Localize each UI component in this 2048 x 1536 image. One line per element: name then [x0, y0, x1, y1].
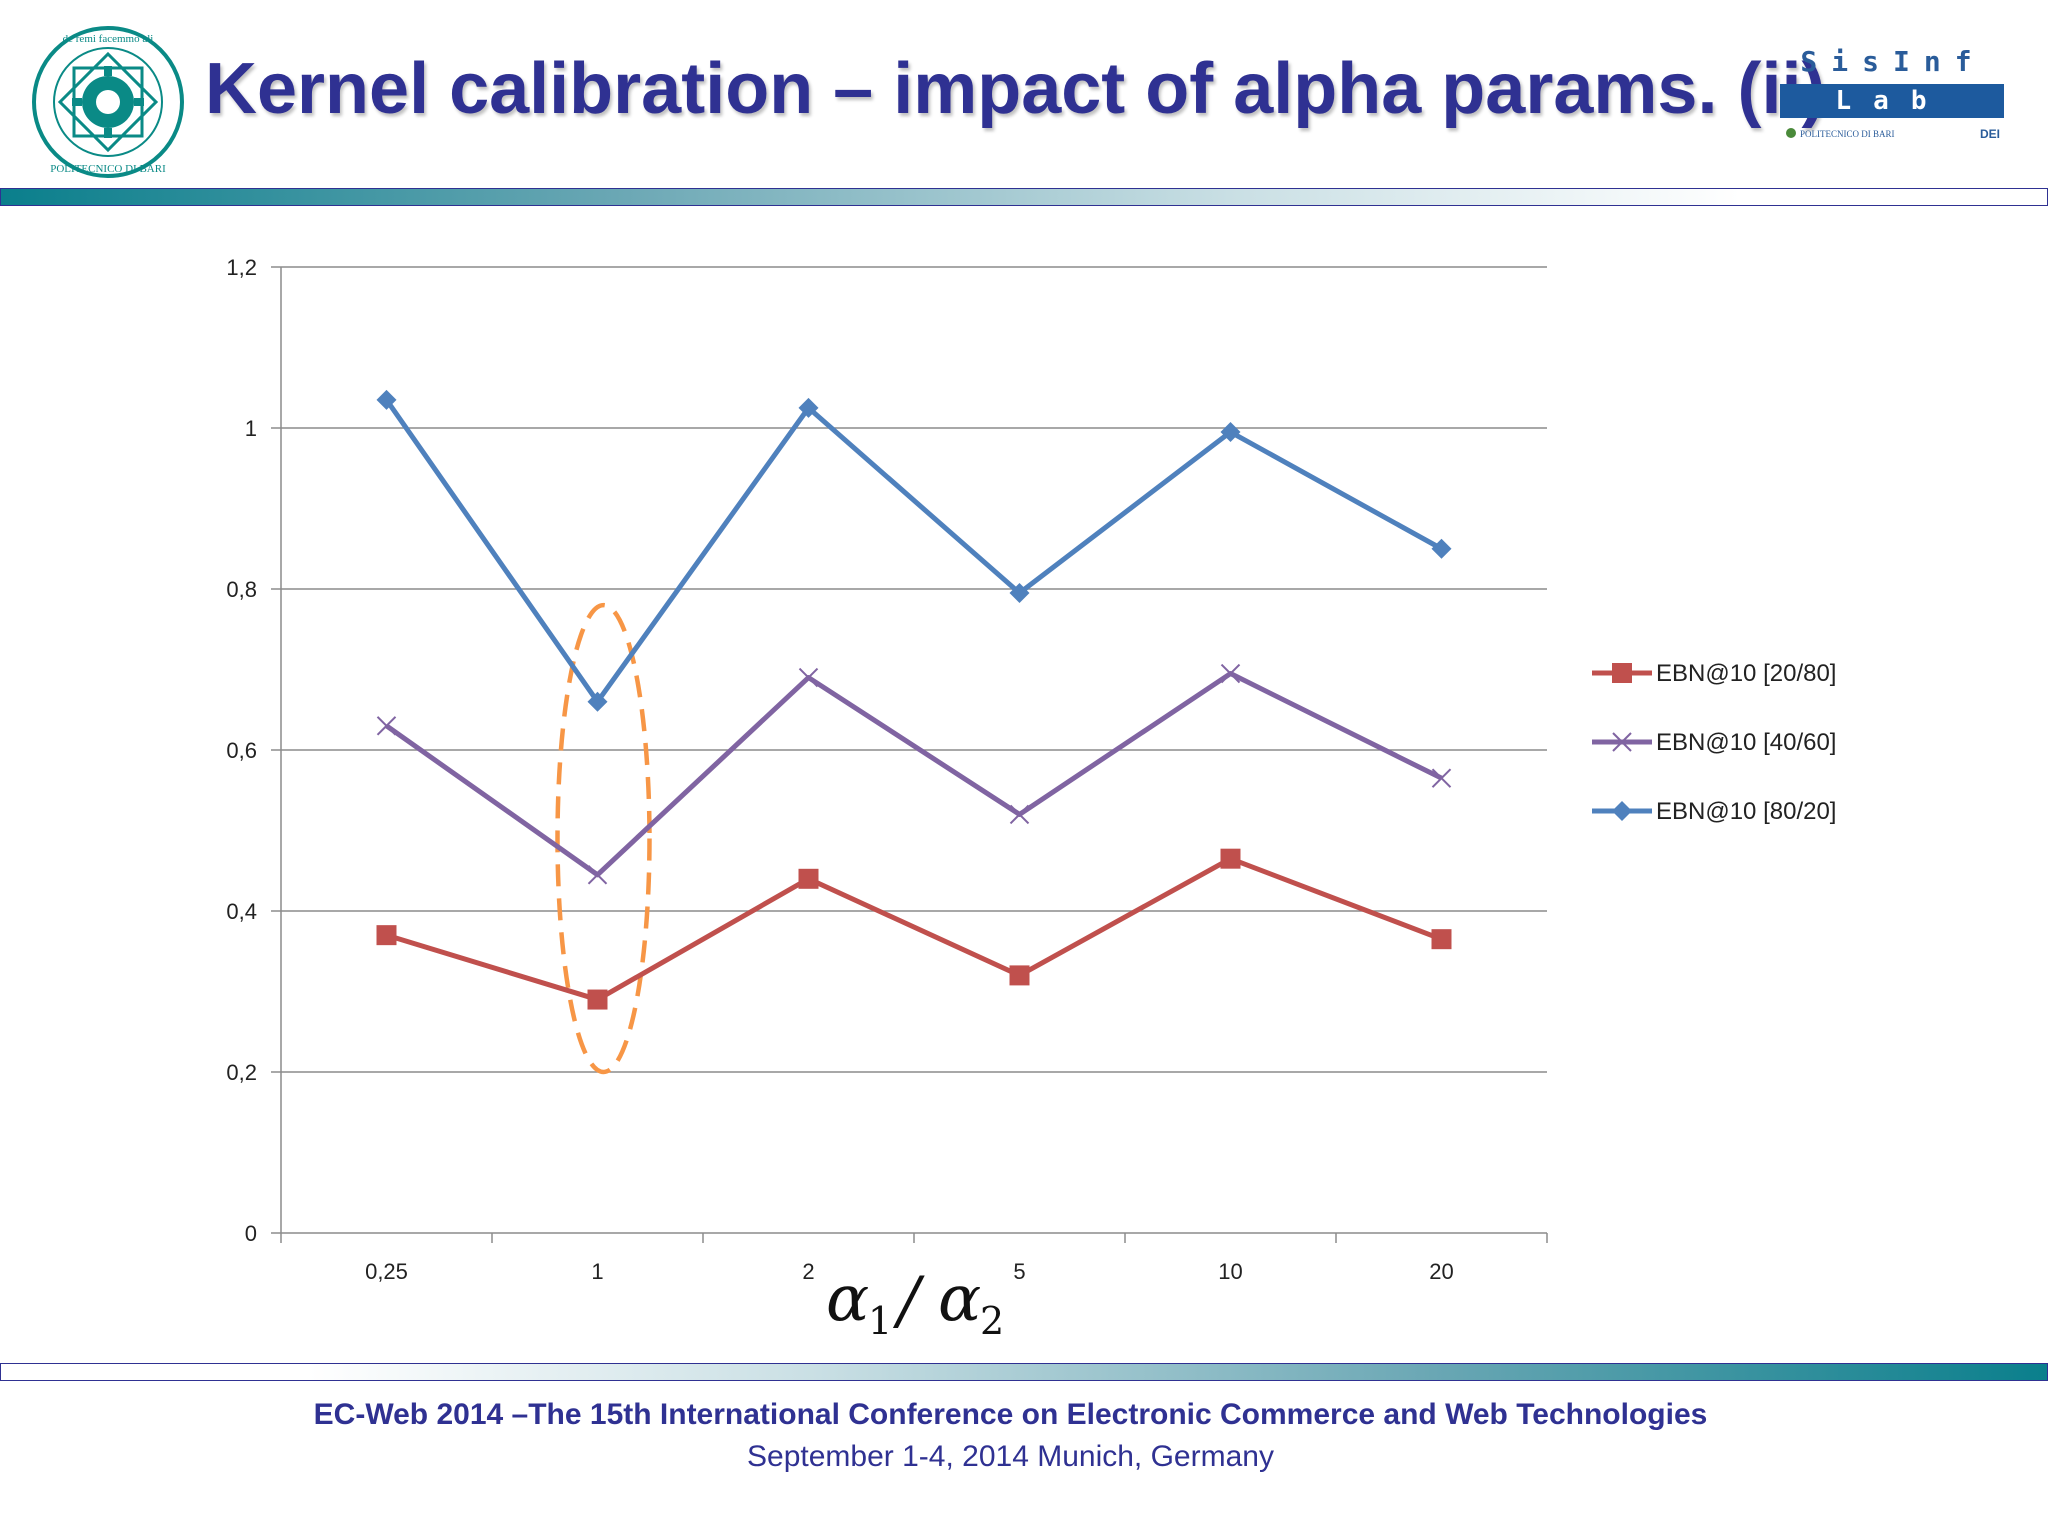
footer-divider: [0, 1363, 2048, 1381]
data-point-diamond: [1220, 422, 1241, 443]
y-tick-label: 0,6: [226, 738, 257, 763]
data-point-diamond: [376, 389, 397, 410]
sisinf-lab-logo: SisInf Lab POLITECNICO DI BARI DEI: [1778, 44, 2008, 148]
seal-bottom-text: POLITECNICO DI BARI: [50, 163, 166, 175]
data-point-x: [798, 667, 819, 688]
seal-top-text: de remi facemmo ali: [63, 33, 154, 45]
series-2: [376, 663, 1452, 885]
y-tick-label: 0: [245, 1221, 257, 1246]
header-divider: [0, 188, 2048, 206]
series-line: [384, 398, 1443, 705]
footer-date-location: September 1-4, 2014 Munich, Germany: [747, 1440, 1274, 1473]
sisinf-logo-subline: POLITECNICO DI BARI DEI: [1786, 127, 2000, 141]
data-point-x-stroke: [1612, 732, 1632, 752]
data-point-square: [1612, 663, 1632, 683]
data-point-x: [587, 865, 608, 885]
x-label-alpha1: α: [826, 1262, 869, 1336]
chart-annotation: [555, 602, 652, 1075]
data-point-diamond: [1612, 801, 1632, 821]
chart-legend: EBN@10 [20/80] EBN@10 [40/60] EBN@10 [80/2…: [1592, 660, 1836, 825]
data-point-x: [1431, 768, 1452, 788]
sisinf-logo-sub-left: POLITECNICO DI BARI: [1800, 129, 1895, 139]
legend-item: EBN@10 [40/60]: [1592, 729, 1836, 756]
x-tick-label: 2: [802, 1259, 814, 1284]
y-tick-label: 0,4: [226, 899, 257, 924]
x-label-sub1: 1: [868, 1299, 892, 1343]
data-point-x: [1009, 804, 1030, 825]
data-point-diamond: [587, 691, 608, 712]
data-point-diamond: [1431, 538, 1452, 559]
data-point-x: [1220, 663, 1241, 684]
x-label-sub2: 2: [980, 1299, 1004, 1343]
y-tick-label: 1,2: [226, 255, 257, 280]
x-tick-label: 10: [1218, 1259, 1242, 1284]
x-tick-label: 0,25: [365, 1259, 408, 1284]
data-point-square: [587, 989, 608, 1010]
legend-label: EBN@10 [20/80]: [1656, 660, 1836, 687]
dei-logo-text: DEI: [1980, 127, 2000, 141]
y-tick-label: 0,8: [226, 577, 257, 602]
sisinf-logo-top: SisInf: [1800, 45, 1986, 78]
x-tick-label: 5: [1013, 1259, 1025, 1284]
data-point-square: [798, 868, 819, 889]
legend-item: EBN@10 [20/80]: [1592, 660, 1836, 687]
series-1: [376, 848, 1452, 1010]
data-point-diamond: [798, 397, 819, 418]
x-tick-label: 20: [1429, 1259, 1453, 1284]
footer-conference: EC-Web 2014 –The 15th International Conf…: [313, 1398, 1708, 1431]
y-tick-label: 1: [245, 416, 257, 441]
legend-item: EBN@10 [80/20]: [1592, 798, 1836, 825]
data-point-x: [1612, 732, 1632, 752]
data-point-square: [1009, 965, 1030, 986]
chart-series: [376, 389, 1452, 1010]
data-point-x-stroke: [376, 716, 397, 736]
legend-label: EBN@10 [80/20]: [1656, 798, 1836, 825]
data-point-x-stroke: [1220, 663, 1241, 684]
data-point-x-stroke: [1009, 804, 1030, 825]
sisinf-logo-bar: Lab: [1780, 84, 2004, 118]
data-point-x-stroke: [587, 865, 608, 885]
data-point-diamond: [1009, 583, 1030, 604]
chart-axes: 0 0,2 0,4 0,6 0,8 1 1,2 0,25 1 2 5 10 20: [226, 255, 1548, 1284]
data-point-square: [1220, 848, 1241, 869]
data-point-square: [1431, 929, 1452, 950]
x-axis-label: α1/α2: [826, 1262, 1004, 1343]
highlight-ellipse: [555, 602, 652, 1075]
politecnico-di-bari-logo: de remi facemmo ali POLITECNICO DI BARI: [32, 26, 184, 178]
x-label-alpha2: α: [938, 1262, 981, 1336]
series-3: [376, 389, 1452, 712]
data-point-x-stroke: [798, 667, 819, 688]
data-point-x-stroke: [1431, 768, 1452, 788]
data-point-square: [376, 925, 397, 946]
data-point-x: [376, 716, 397, 736]
series-line: [385, 856, 1443, 1003]
x-label-slash: /: [892, 1264, 925, 1338]
x-tick-label: 1: [591, 1259, 603, 1284]
y-tick-label: 0,2: [226, 1060, 257, 1085]
slide-title: Kernel calibration – impact of alpha par…: [205, 49, 1826, 129]
chart-grid: [281, 266, 1547, 1073]
legend-label: EBN@10 [40/60]: [1656, 729, 1836, 756]
line-chart: 00,20,40,60,811,20,25 1 2 5 10 20 EBN@10 [20/…: [226, 255, 1836, 1343]
series-line: [385, 671, 1443, 878]
